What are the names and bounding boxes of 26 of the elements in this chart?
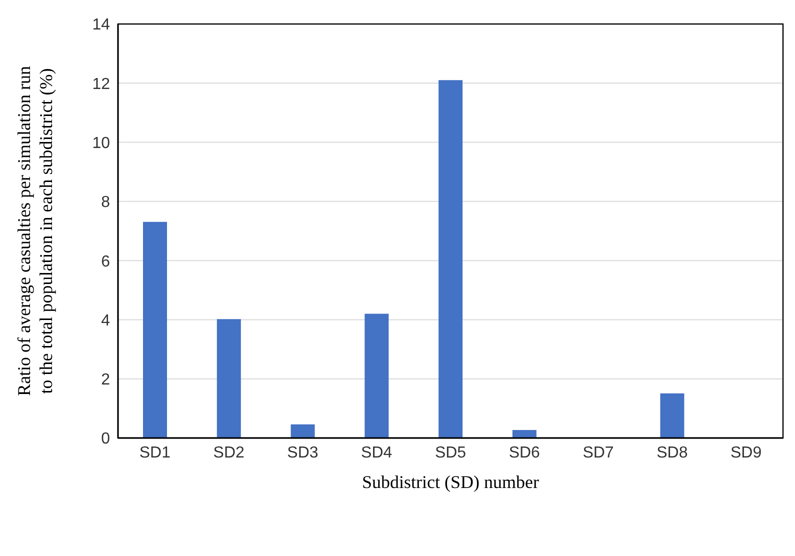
y-tick-label: 2 (101, 372, 110, 389)
x-tick-label: SD2 (213, 444, 244, 462)
y-tick-label: 8 (101, 194, 110, 212)
x-tick-label: SD3 (287, 444, 318, 462)
x-tick-label: SD6 (508, 444, 540, 462)
x-tick-label: SD5 (434, 444, 466, 462)
y-tick-label: 6 (101, 253, 110, 270)
bar (660, 393, 684, 438)
x-tick-label: SD4 (361, 444, 392, 462)
bar (364, 314, 389, 438)
y-tick-label: 14 (92, 16, 110, 34)
y-tick-label: 12 (92, 76, 110, 93)
bar (143, 222, 167, 438)
x-tick-label: SD7 (582, 444, 614, 462)
y-tick-label: 4 (101, 312, 110, 330)
y-tick-label: 10 (92, 134, 110, 152)
x-axis-title: Subdistrict (SD) number (362, 472, 539, 492)
bar (438, 80, 463, 438)
x-tick-label: SD9 (730, 444, 762, 462)
x-tick-label: SD1 (139, 444, 171, 462)
y-tick-label: 0 (101, 430, 110, 448)
x-tick-label: SD8 (656, 444, 688, 462)
bar (290, 424, 315, 438)
bar (216, 319, 241, 438)
y-axis-title: Ratio of average casualties per simulation run to the total population in each subdistrict (%) (14, 66, 56, 396)
bar (512, 430, 536, 438)
